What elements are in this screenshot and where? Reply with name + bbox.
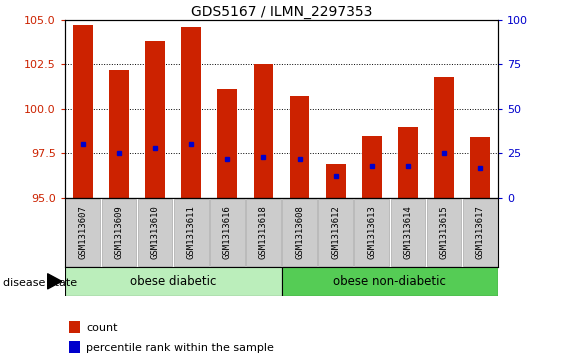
Bar: [470, 137, 490, 198]
Bar: [318, 199, 353, 266]
Text: obese non-diabetic: obese non-diabetic: [333, 275, 446, 288]
Text: GSM1313614: GSM1313614: [404, 205, 413, 259]
Bar: [246, 199, 281, 266]
Bar: [391, 199, 425, 266]
Text: obese diabetic: obese diabetic: [130, 275, 216, 288]
Bar: [181, 27, 201, 198]
Bar: [73, 25, 93, 198]
Bar: [174, 199, 208, 266]
Text: GSM1313608: GSM1313608: [295, 205, 304, 259]
Bar: [434, 77, 454, 198]
Bar: [326, 164, 346, 198]
Text: GSM1313609: GSM1313609: [114, 205, 123, 259]
Bar: [101, 199, 136, 266]
Text: GSM1313618: GSM1313618: [259, 205, 268, 259]
Bar: [65, 267, 282, 296]
Bar: [398, 127, 418, 198]
Bar: [69, 340, 80, 353]
Bar: [427, 199, 462, 266]
Bar: [355, 199, 389, 266]
Text: GSM1313616: GSM1313616: [223, 205, 232, 259]
Bar: [289, 97, 310, 198]
Bar: [217, 89, 237, 198]
Bar: [282, 267, 498, 296]
Bar: [138, 199, 172, 266]
Bar: [65, 199, 100, 266]
Text: percentile rank within the sample: percentile rank within the sample: [87, 343, 274, 352]
Title: GDS5167 / ILMN_2297353: GDS5167 / ILMN_2297353: [191, 5, 372, 19]
Bar: [69, 321, 80, 333]
Bar: [282, 199, 317, 266]
Bar: [362, 136, 382, 198]
Text: GSM1313607: GSM1313607: [78, 205, 87, 259]
Bar: [210, 199, 245, 266]
Bar: [109, 70, 129, 198]
Text: GSM1313610: GSM1313610: [150, 205, 159, 259]
Polygon shape: [47, 274, 62, 289]
Bar: [145, 41, 165, 198]
Text: GSM1313617: GSM1313617: [476, 205, 485, 259]
Text: count: count: [87, 323, 118, 333]
Text: GSM1313612: GSM1313612: [331, 205, 340, 259]
Text: GSM1313611: GSM1313611: [187, 205, 196, 259]
Text: GSM1313615: GSM1313615: [440, 205, 449, 259]
Text: GSM1313613: GSM1313613: [367, 205, 376, 259]
Bar: [463, 199, 498, 266]
Bar: [253, 65, 274, 198]
Text: disease state: disease state: [3, 278, 77, 288]
